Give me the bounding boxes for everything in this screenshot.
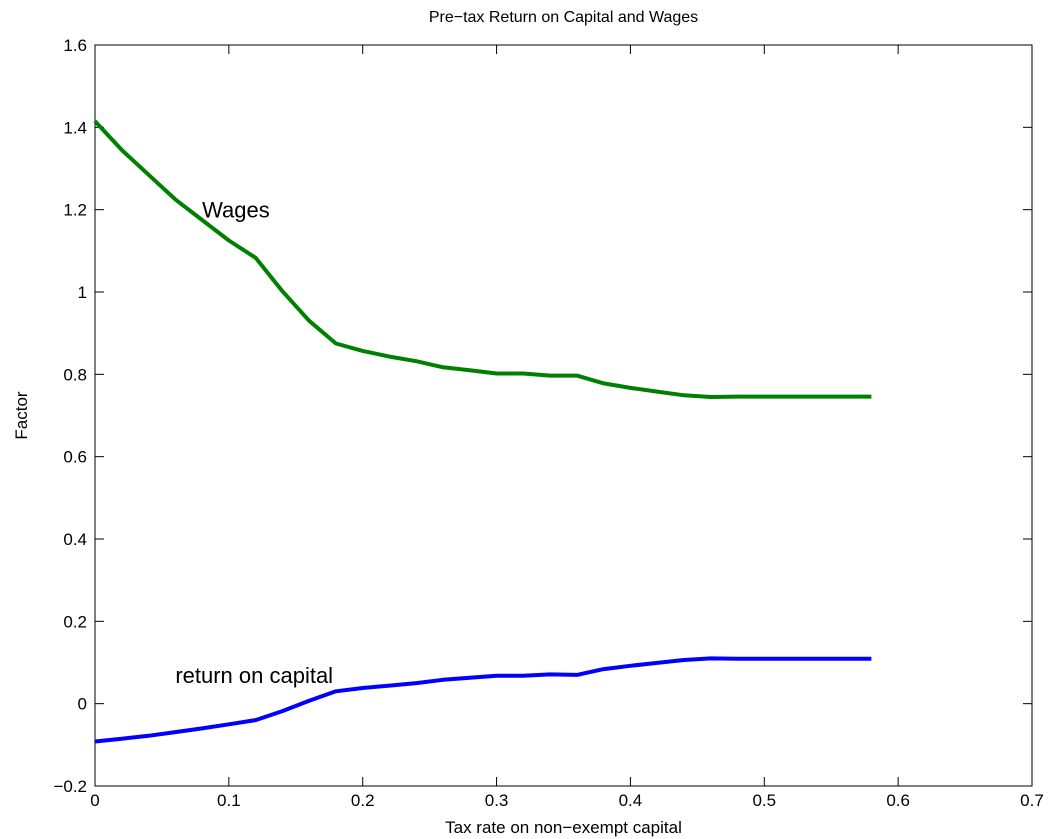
plot-frame [94,44,1033,787]
x-tick-label: 0.3 [485,791,509,810]
y-tick-label: 1 [78,283,87,302]
y-tick-label: 1.4 [63,118,87,137]
y-tick-label: 0.8 [63,365,87,384]
y-tick-label: 1.2 [63,201,87,220]
series-line-wages [93,119,872,399]
y-tick-label: 0.6 [63,448,87,467]
x-axis-label: Tax rate on non−exempt capital [445,818,682,837]
x-tick-label: 0.6 [886,791,910,810]
series-line-return-on-capital [94,656,872,744]
x-tick-label: 0.1 [217,791,241,810]
x-tick-label: 0.4 [619,791,643,810]
x-tick-label: 0 [90,791,99,810]
annotation-label: return on capital [175,663,333,688]
x-tick-label: 0.7 [1020,791,1044,810]
y-axis-label: Factor [12,391,31,440]
x-tick-label: 0.2 [351,791,375,810]
y-tick-label: 0.2 [63,612,87,631]
y-tick-label: 0.4 [63,530,87,549]
x-tick-label: 0.5 [752,791,776,810]
y-tick-label: 1.6 [63,36,87,55]
y-tick-label: −0.2 [53,777,87,796]
chart-title: Pre−tax Return on Capital and Wages [429,9,698,26]
y-tick-label: 0 [78,695,87,714]
annotation-label: Wages [202,198,270,223]
